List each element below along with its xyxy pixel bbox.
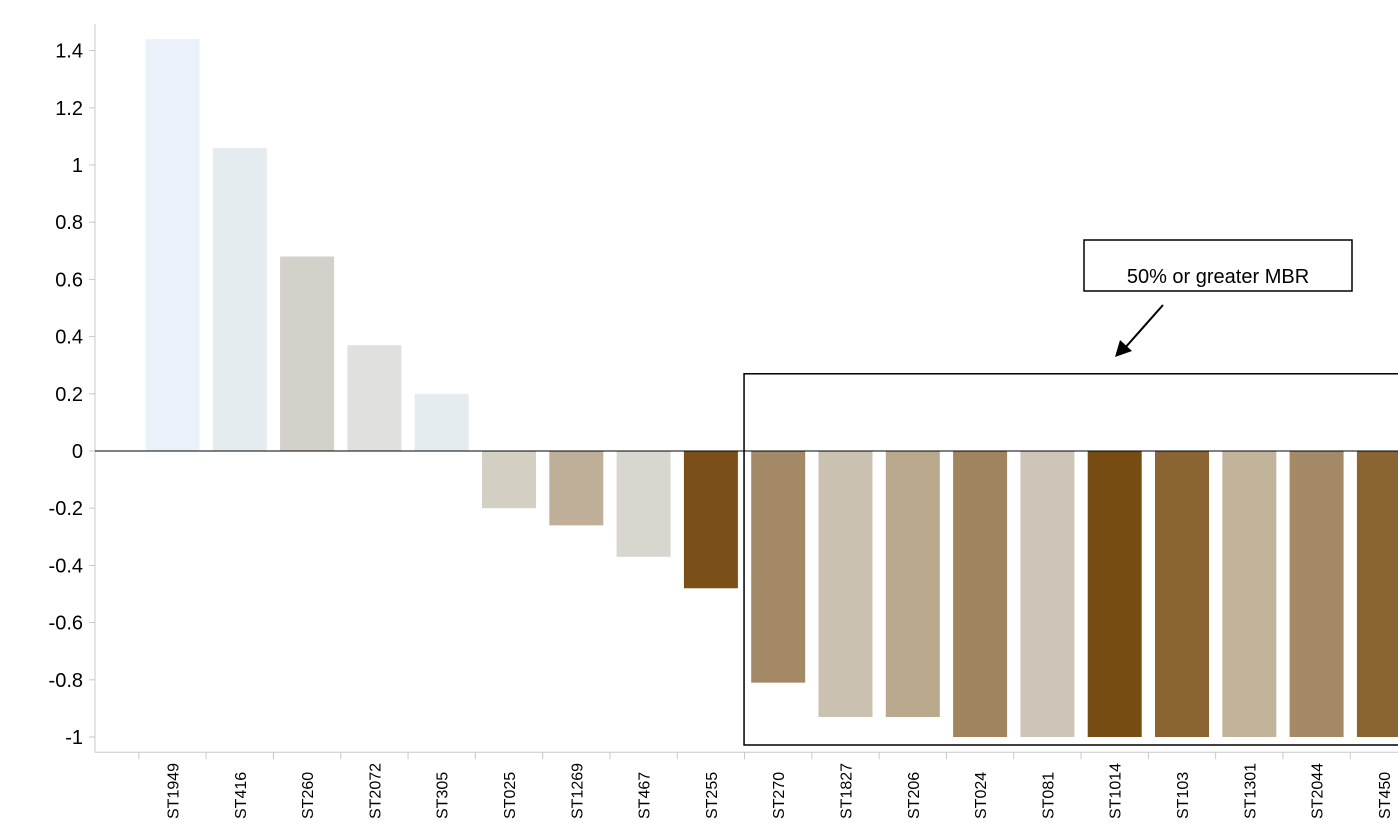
x-tick-label: ST305: [435, 772, 452, 819]
bar-ST467: [616, 451, 671, 557]
bar-ST1827: [818, 451, 873, 717]
y-tick-label: -0.4: [49, 555, 83, 577]
y-tick-label: 0.4: [55, 327, 83, 349]
annotation-arrow: [1123, 304, 1164, 350]
bar-ST081: [1020, 451, 1075, 737]
x-tick-label: ST260: [300, 772, 317, 819]
annotation-group: 50% or greater MBR: [743, 239, 1398, 746]
x-tick-label: ST103: [1175, 772, 1192, 819]
y-tick-label: 1.4: [55, 41, 83, 63]
y-tick-labels: 1.4 1.2 1 0.8 0.6 0.4 0.2 0 -0.2 -0.4 -0.6 -0.8 -1: [49, 41, 95, 749]
y-tick-label: 0.2: [55, 384, 83, 406]
y-tick-label: 0: [72, 441, 83, 463]
axes-group: [94, 24, 1398, 753]
bar-ST416: [212, 147, 267, 451]
y-tick-label: -0.8: [49, 670, 83, 692]
bar-ST103: [1155, 451, 1209, 737]
highlight-box: [743, 373, 1398, 746]
bar-ST1301: [1222, 451, 1277, 737]
y-tick-label: -0.2: [49, 498, 83, 520]
x-tick-label: ST024: [973, 772, 990, 819]
x-tick-label: ST270: [771, 772, 788, 819]
y-tick-label: 1.2: [55, 98, 83, 120]
bar-ST255: [683, 451, 738, 589]
annotation-arrow-head: [1115, 340, 1132, 357]
x-tick-label: ST2072: [367, 763, 384, 819]
annotation-label: 50% or greater MBR: [1127, 266, 1309, 288]
bar-ST024: [953, 451, 1008, 737]
x-tick-label: ST2044: [1310, 763, 1327, 819]
x-tick-label: ST1827: [839, 763, 856, 819]
x-tick-label: ST450: [1377, 772, 1394, 819]
bar-ST1949: [145, 39, 200, 451]
y-tick-label: 0.8: [55, 212, 83, 234]
x-tick-label: ST1269: [569, 763, 586, 819]
x-tick-label: ST1949: [166, 763, 183, 819]
x-tick-label: ST1014: [1108, 763, 1125, 819]
y-tick-label: -1: [65, 727, 83, 749]
y-tick-label: 0.6: [55, 269, 83, 291]
bar-ST206: [885, 451, 940, 717]
bar-ST025: [482, 451, 536, 509]
x-tick-labels: ST1949 ST416 ST260 ST2072 ST305 ST025 ST1269 ST…: [138, 752, 1394, 819]
x-tick-label: ST081: [1040, 772, 1057, 819]
bar-ST1269: [549, 451, 604, 526]
bar-ST2072: [347, 345, 402, 451]
x-tick-label: ST255: [704, 772, 721, 819]
bar-ST2044: [1289, 451, 1344, 737]
bar-ST270: [751, 451, 806, 683]
bar-ST260: [280, 256, 335, 451]
bars-group: [145, 39, 1398, 737]
x-tick-label: ST467: [637, 772, 654, 819]
bar-ST450: [1356, 451, 1398, 737]
x-tick-label: ST416: [233, 772, 250, 819]
y-tick-label: -0.6: [49, 613, 83, 635]
x-tick-label: ST025: [502, 772, 519, 819]
annotation-box: [1083, 239, 1353, 292]
y-tick-label: 1: [72, 155, 83, 177]
bar-ST305: [414, 393, 469, 451]
x-tick-label: ST1301: [1242, 763, 1259, 819]
x-tick-label: ST206: [906, 772, 923, 819]
bar-ST1014: [1087, 451, 1142, 737]
